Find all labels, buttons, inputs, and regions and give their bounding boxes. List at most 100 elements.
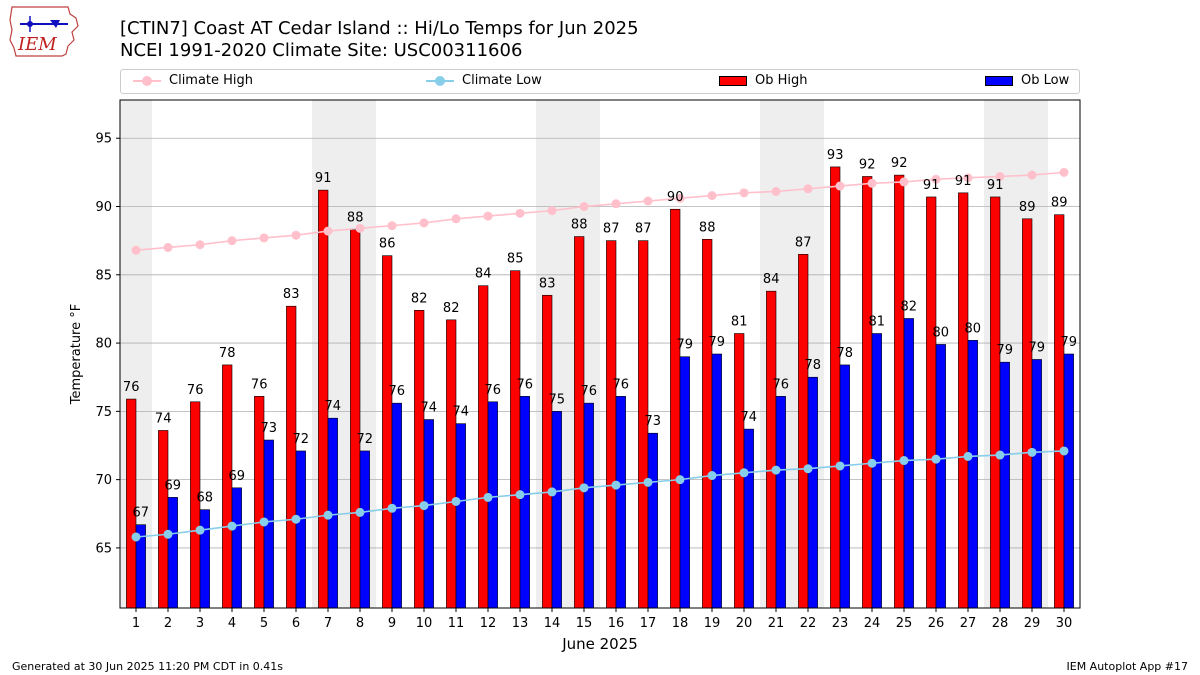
climate-low-point [259, 517, 269, 527]
ob-high-label: 91 [955, 174, 972, 189]
climate-low-point [707, 471, 717, 481]
legend-ob-low-label: Ob Low [1021, 73, 1070, 88]
ob-low-label: 76 [581, 384, 598, 399]
ob-low-bar [839, 364, 850, 609]
ob-high-label: 93 [827, 148, 844, 163]
ob-low-label: 76 [773, 377, 790, 392]
ob-low-bar [807, 376, 818, 609]
x-tick-label: 24 [864, 616, 881, 631]
x-tick-label: 10 [416, 616, 433, 631]
ob-high-label: 82 [443, 301, 460, 316]
ob-low-bar [295, 450, 306, 609]
ob-high-bar [126, 398, 137, 609]
ob-low-bar [999, 361, 1010, 609]
x-tick-label: 16 [608, 616, 625, 631]
ob-high-label: 88 [347, 211, 364, 226]
climate-high-point [515, 208, 525, 218]
x-tick-label: 26 [928, 616, 945, 631]
climate-high-point [867, 178, 877, 188]
climate-low-point [483, 492, 493, 502]
x-tick-label: 17 [640, 616, 657, 631]
ob-high-label: 87 [603, 222, 620, 237]
climate-low-point [227, 521, 237, 531]
ob-low-bar [775, 396, 786, 609]
ob-high-bar [830, 166, 841, 609]
ob-low-label: 72 [293, 432, 310, 447]
legend-climate-low: Climate Low [426, 73, 542, 88]
ob-low-label: 78 [837, 346, 854, 361]
x-tick-label: 19 [704, 616, 721, 631]
climate-low-point [867, 458, 877, 468]
ob-high-label: 92 [859, 157, 876, 172]
ob-high-label: 91 [987, 178, 1004, 193]
climate-low-point [323, 510, 333, 520]
climate-low-swatch [426, 75, 454, 86]
ob-low-label: 76 [517, 377, 534, 392]
ob-low-label: 73 [261, 421, 278, 436]
climate-low-point [611, 480, 621, 490]
climate-high-point [131, 245, 141, 255]
ob-low-bar [1031, 359, 1042, 609]
climate-high-point [419, 218, 429, 228]
x-tick-label: 3 [196, 616, 204, 631]
ob-high-bar [958, 192, 969, 609]
ob-high-bar [670, 208, 681, 609]
climate-high-point [995, 171, 1005, 181]
ob-high-label: 91 [315, 171, 332, 186]
ob-high-bar [158, 430, 169, 609]
climate-high-point [739, 188, 749, 198]
climate-low-point [1059, 446, 1069, 456]
climate-high-swatch [133, 75, 161, 86]
ob-low-bar [551, 411, 562, 609]
ob-high-bar [446, 319, 457, 609]
x-tick-label: 9 [388, 616, 396, 631]
climate-low-point [835, 461, 845, 471]
ob-low-label: 78 [805, 358, 822, 373]
generated-footer: Generated at 30 Jun 2025 11:20 PM CDT in… [12, 660, 284, 673]
climate-high-point [611, 199, 621, 209]
x-tick-label: 15 [576, 616, 593, 631]
ob-high-label: 92 [891, 156, 908, 171]
ob-low-label: 76 [613, 377, 630, 392]
ob-high-label: 83 [283, 287, 300, 302]
ob-low-label: 76 [485, 383, 502, 398]
ob-low-label: 69 [165, 478, 182, 493]
climate-high-point [963, 173, 973, 183]
ob-high-label: 87 [635, 222, 652, 237]
ob-low-bar [583, 402, 594, 609]
ob-high-label: 86 [379, 237, 396, 252]
climate-low-line [135, 450, 1065, 538]
legend-ob-high: Ob High [719, 73, 808, 88]
ob-high-label: 84 [475, 267, 492, 282]
ob-low-label: 79 [1029, 340, 1046, 355]
climate-high-point [291, 230, 301, 240]
legend: Climate High Climate Low Ob High Ob Low [120, 69, 1080, 94]
ob-high-bar [222, 364, 233, 609]
ob-low-bar [615, 396, 626, 609]
ob-low-label: 69 [229, 469, 246, 484]
y-tick-label: 85 [95, 268, 112, 283]
climate-low-point [195, 525, 205, 535]
ob-low-label: 74 [421, 401, 438, 416]
x-tick-label: 30 [1056, 616, 1073, 631]
ob-high-label: 83 [539, 276, 556, 291]
ob-high-bar [574, 236, 585, 609]
x-axis-label: June 2025 [561, 635, 638, 653]
ob-low-bar [1063, 353, 1074, 609]
climate-high-point [387, 221, 397, 231]
ob-low-label: 74 [453, 405, 470, 420]
y-tick-label: 80 [95, 337, 112, 352]
ob-low-label: 67 [133, 506, 150, 521]
ob-high-label: 88 [571, 218, 588, 233]
logo-text: IEM [17, 34, 57, 55]
ob-high-bar [990, 196, 1001, 609]
ob-high-bar [510, 270, 521, 609]
climate-high-point [835, 181, 845, 191]
climate-low-point [419, 501, 429, 511]
climate-high-point [227, 236, 237, 246]
x-tick-label: 29 [1024, 616, 1041, 631]
iem-logo: IEM [6, 4, 82, 60]
climate-high-point [195, 240, 205, 250]
x-tick-label: 5 [260, 616, 268, 631]
x-tick-label: 21 [768, 616, 785, 631]
